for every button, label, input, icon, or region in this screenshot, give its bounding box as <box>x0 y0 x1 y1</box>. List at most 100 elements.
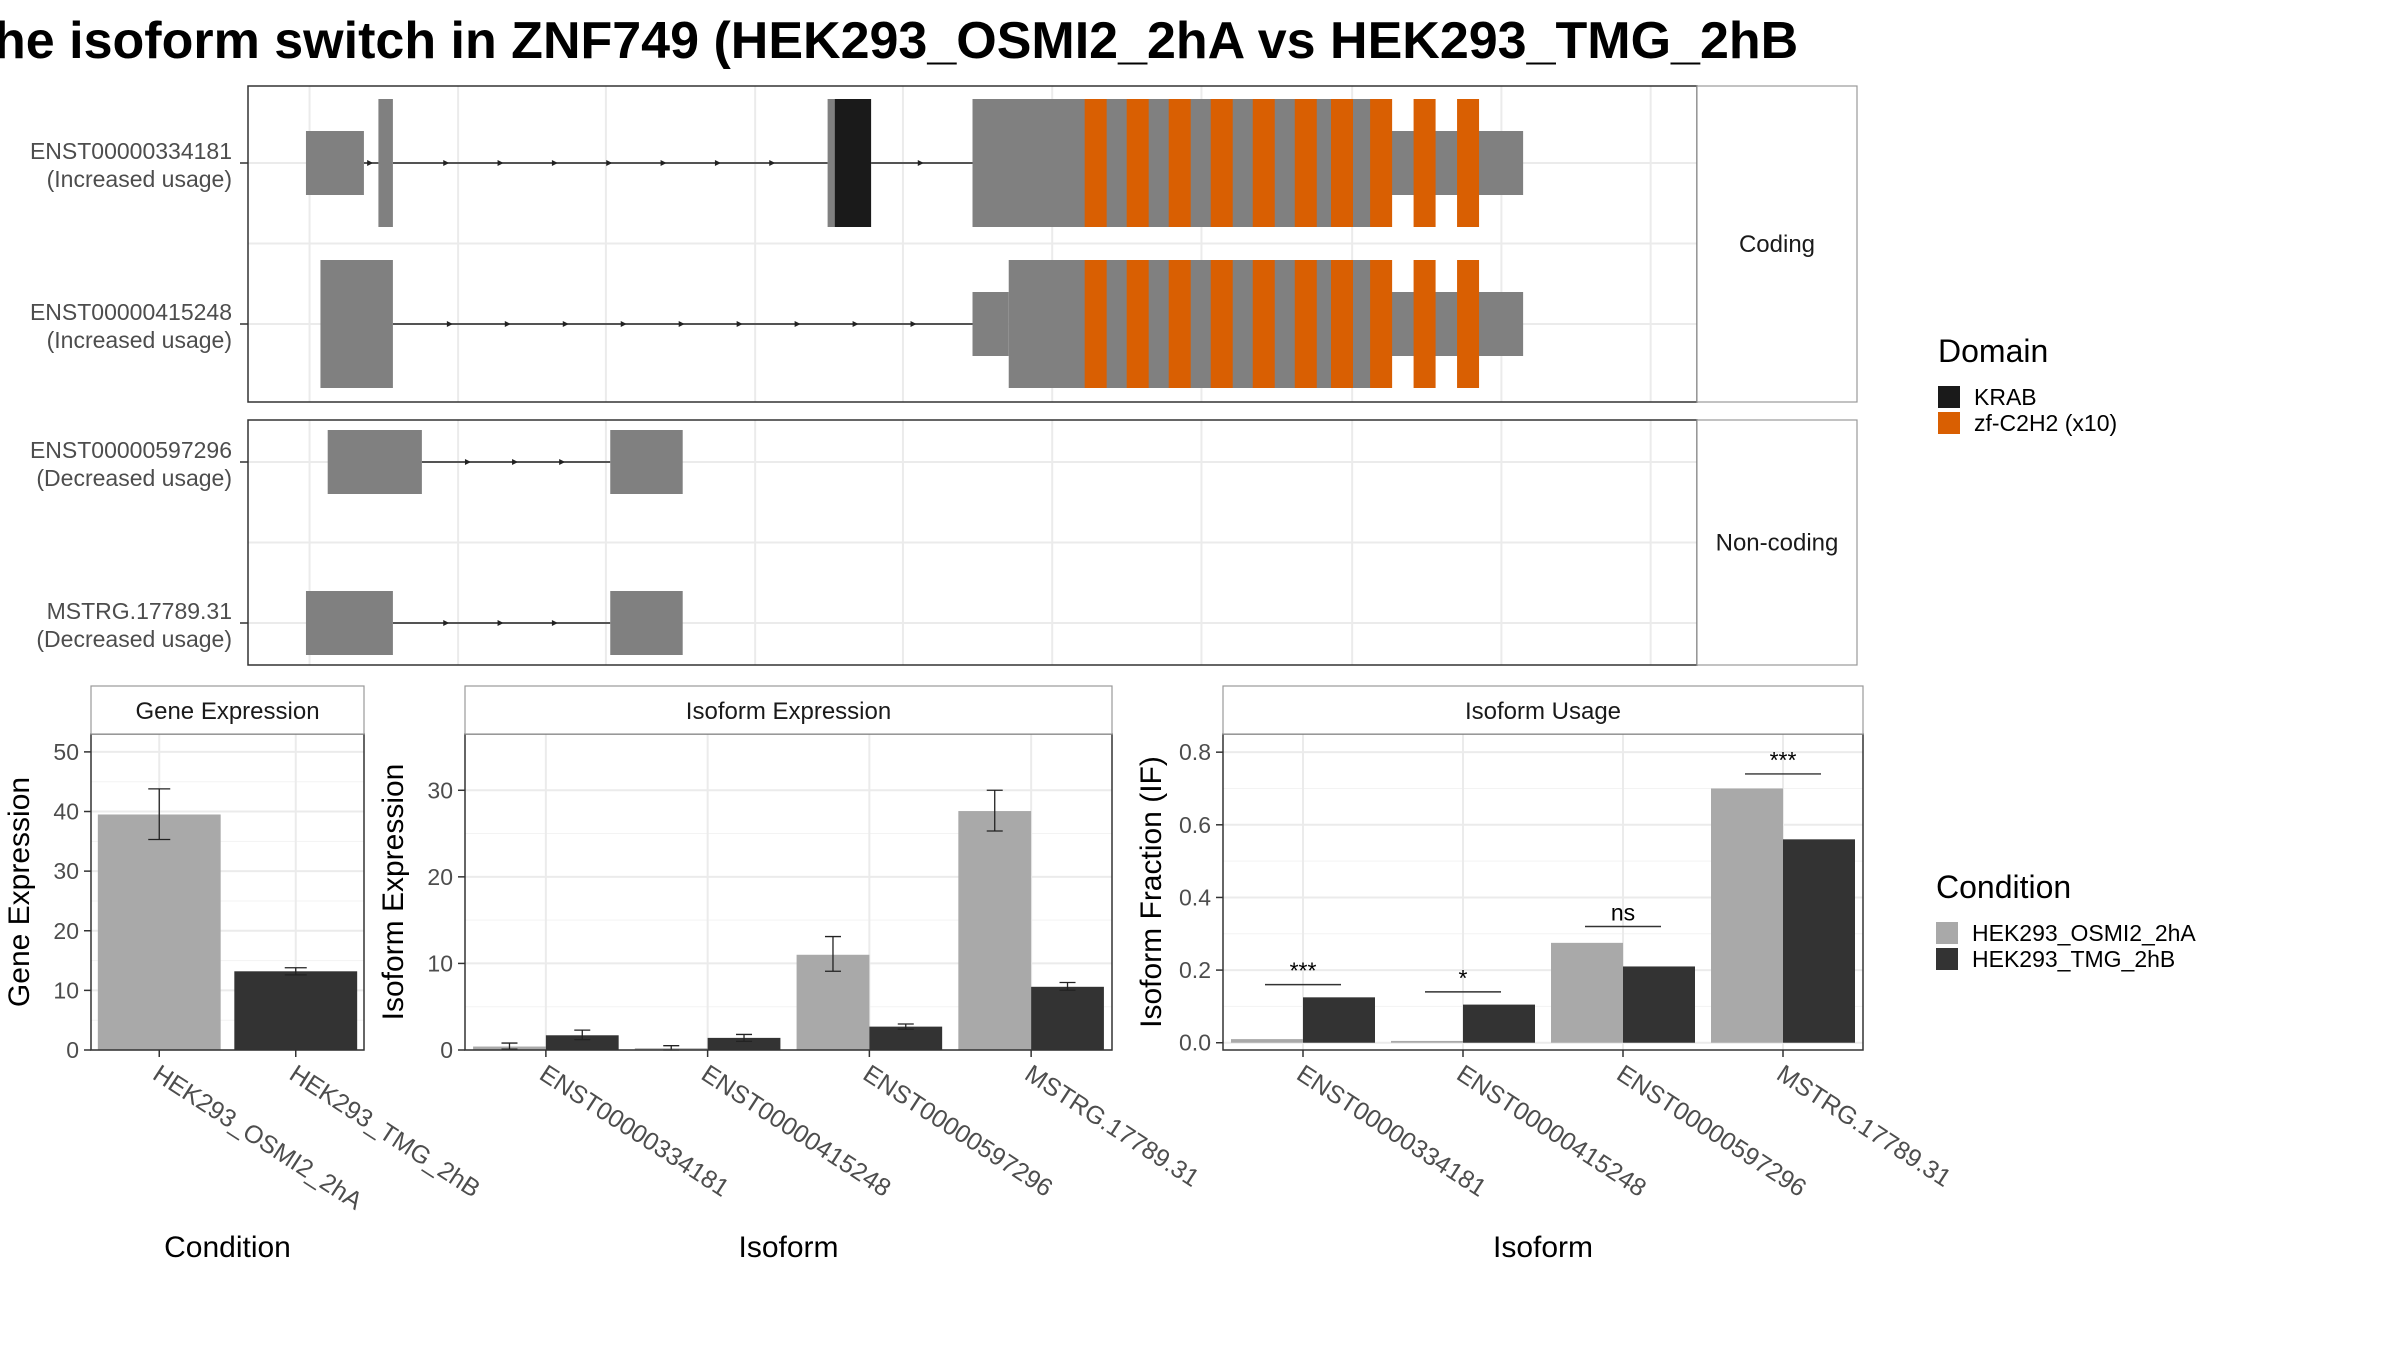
bar <box>1231 1039 1303 1043</box>
y-tick-label: 0 <box>66 1037 79 1063</box>
intron-arrow <box>678 321 685 327</box>
transcript-label: ENST00000415248 <box>30 299 232 325</box>
domain-zf-c2h2 <box>1084 99 1107 227</box>
significance-label: ns <box>1611 900 1635 926</box>
y-tick-label: 30 <box>53 858 79 884</box>
bar <box>1031 986 1104 1050</box>
intron-arrow <box>497 160 504 166</box>
bar <box>1391 1040 1463 1043</box>
intron-arrow <box>551 620 558 626</box>
exon-block <box>1008 260 1379 388</box>
domain-zf-c2h2 <box>1457 99 1480 227</box>
chart-title: Isoform Expression <box>686 698 891 725</box>
figure-title: he isoform switch in ZNF749 (HEK293_OSMI… <box>0 12 1798 70</box>
bar <box>1711 788 1783 1043</box>
transcript-label: ENST00000334181 <box>30 138 232 164</box>
transcript-label: MSTRG.17789.31 <box>47 598 232 624</box>
domain-zf-c2h2 <box>1084 260 1107 388</box>
domain-zf-c2h2 <box>1370 260 1393 388</box>
intron-arrow <box>794 321 801 327</box>
intron-arrow <box>443 160 450 166</box>
transcript-usage-label: (Decreased usage) <box>36 465 232 491</box>
intron-arrow <box>917 160 924 166</box>
legend-item-label: KRAB <box>1974 384 2037 410</box>
intron-arrow <box>504 321 511 327</box>
intron-arrow <box>464 459 471 465</box>
transcript-row: MSTRG.17789.31(Decreased usage) <box>36 591 683 655</box>
domain-zf-c2h2 <box>1126 99 1149 227</box>
bar <box>958 811 1032 1050</box>
chart-strip <box>1222 685 1864 735</box>
intron-arrow <box>551 160 558 166</box>
y-tick-label: 0 <box>440 1037 453 1063</box>
chart-title: Gene Expression <box>135 698 319 725</box>
legend-key-swatch <box>1938 412 1960 434</box>
transcript-facet-non-coding: ENST00000597296(Decreased usage)MSTRG.17… <box>30 419 1858 666</box>
bar <box>545 1035 619 1050</box>
intron-arrow <box>852 321 859 327</box>
exon-block <box>305 591 393 655</box>
intron-arrow <box>660 160 667 166</box>
transcript-facet-coding: ENST00000334181(Increased usage)ENST0000… <box>30 85 1858 403</box>
domain-zf-c2h2 <box>1413 99 1436 227</box>
transcript-usage-label: (Decreased usage) <box>36 626 232 652</box>
y-tick-label: 0.8 <box>1179 739 1211 765</box>
intron-arrow <box>497 620 504 626</box>
transcript-row: ENST00000415248(Increased usage) <box>30 260 1524 388</box>
y-tick-label: 0.6 <box>1179 812 1211 838</box>
exon-block <box>327 430 422 494</box>
exon-block <box>378 99 393 227</box>
intron-arrow <box>446 321 453 327</box>
legend-item-label: HEK293_OSMI2_2hA <box>1972 920 2196 946</box>
transcript-row: ENST00000334181(Increased usage) <box>30 99 1524 227</box>
intron-arrow <box>367 160 374 166</box>
significance-label: * <box>1459 965 1468 991</box>
intron-arrow <box>606 160 613 166</box>
x-axis-title: Isoform <box>1493 1231 1593 1264</box>
domain-krab <box>834 99 872 227</box>
y-tick-label: 50 <box>53 739 79 765</box>
intron-arrow <box>736 321 743 327</box>
chart-strip <box>90 685 365 735</box>
exon-block <box>305 131 364 195</box>
intron-arrow <box>910 321 917 327</box>
domain-zf-c2h2 <box>1126 260 1149 388</box>
bar <box>1551 942 1623 1043</box>
facet-strip-label: Coding <box>1739 231 1815 258</box>
domain-zf-c2h2 <box>1168 260 1191 388</box>
domain-zf-c2h2 <box>1210 260 1233 388</box>
domain-zf-c2h2 <box>1294 99 1317 227</box>
legend-item-label: HEK293_TMG_2hB <box>1972 946 2175 972</box>
transcript-usage-label: (Increased usage) <box>47 166 232 192</box>
y-axis-title: Gene Expression <box>3 777 36 1007</box>
y-tick-label: 20 <box>427 864 453 890</box>
bar <box>1783 839 1855 1043</box>
domain-zf-c2h2 <box>1457 260 1480 388</box>
domain-zf-c2h2 <box>1252 99 1275 227</box>
legend-key-swatch <box>1936 922 1958 944</box>
y-tick-label: 0.4 <box>1179 884 1211 910</box>
domain-zf-c2h2 <box>1330 260 1353 388</box>
y-tick-label: 10 <box>53 977 79 1003</box>
domain-zf-c2h2 <box>1413 260 1436 388</box>
legend-key-swatch <box>1938 386 1960 408</box>
bar <box>1463 1004 1535 1043</box>
domain-zf-c2h2 <box>1168 99 1191 227</box>
exon-block <box>610 591 683 655</box>
chart-strip <box>464 685 1113 735</box>
exon-block <box>1378 292 1524 356</box>
exon-block <box>972 292 1009 356</box>
chart-title: Isoform Usage <box>1465 698 1621 725</box>
domain-zf-c2h2 <box>1330 99 1353 227</box>
significance-label: *** <box>1290 958 1317 984</box>
domain-zf-c2h2 <box>1370 99 1393 227</box>
legend-title: Domain <box>1938 333 2048 369</box>
x-axis-title: Condition <box>164 1231 291 1264</box>
bar <box>707 1037 781 1050</box>
legend-title: Condition <box>1936 869 2071 905</box>
y-tick-label: 30 <box>427 777 453 803</box>
facet-strip-label: Non-coding <box>1716 530 1839 557</box>
exon-block <box>320 260 393 388</box>
